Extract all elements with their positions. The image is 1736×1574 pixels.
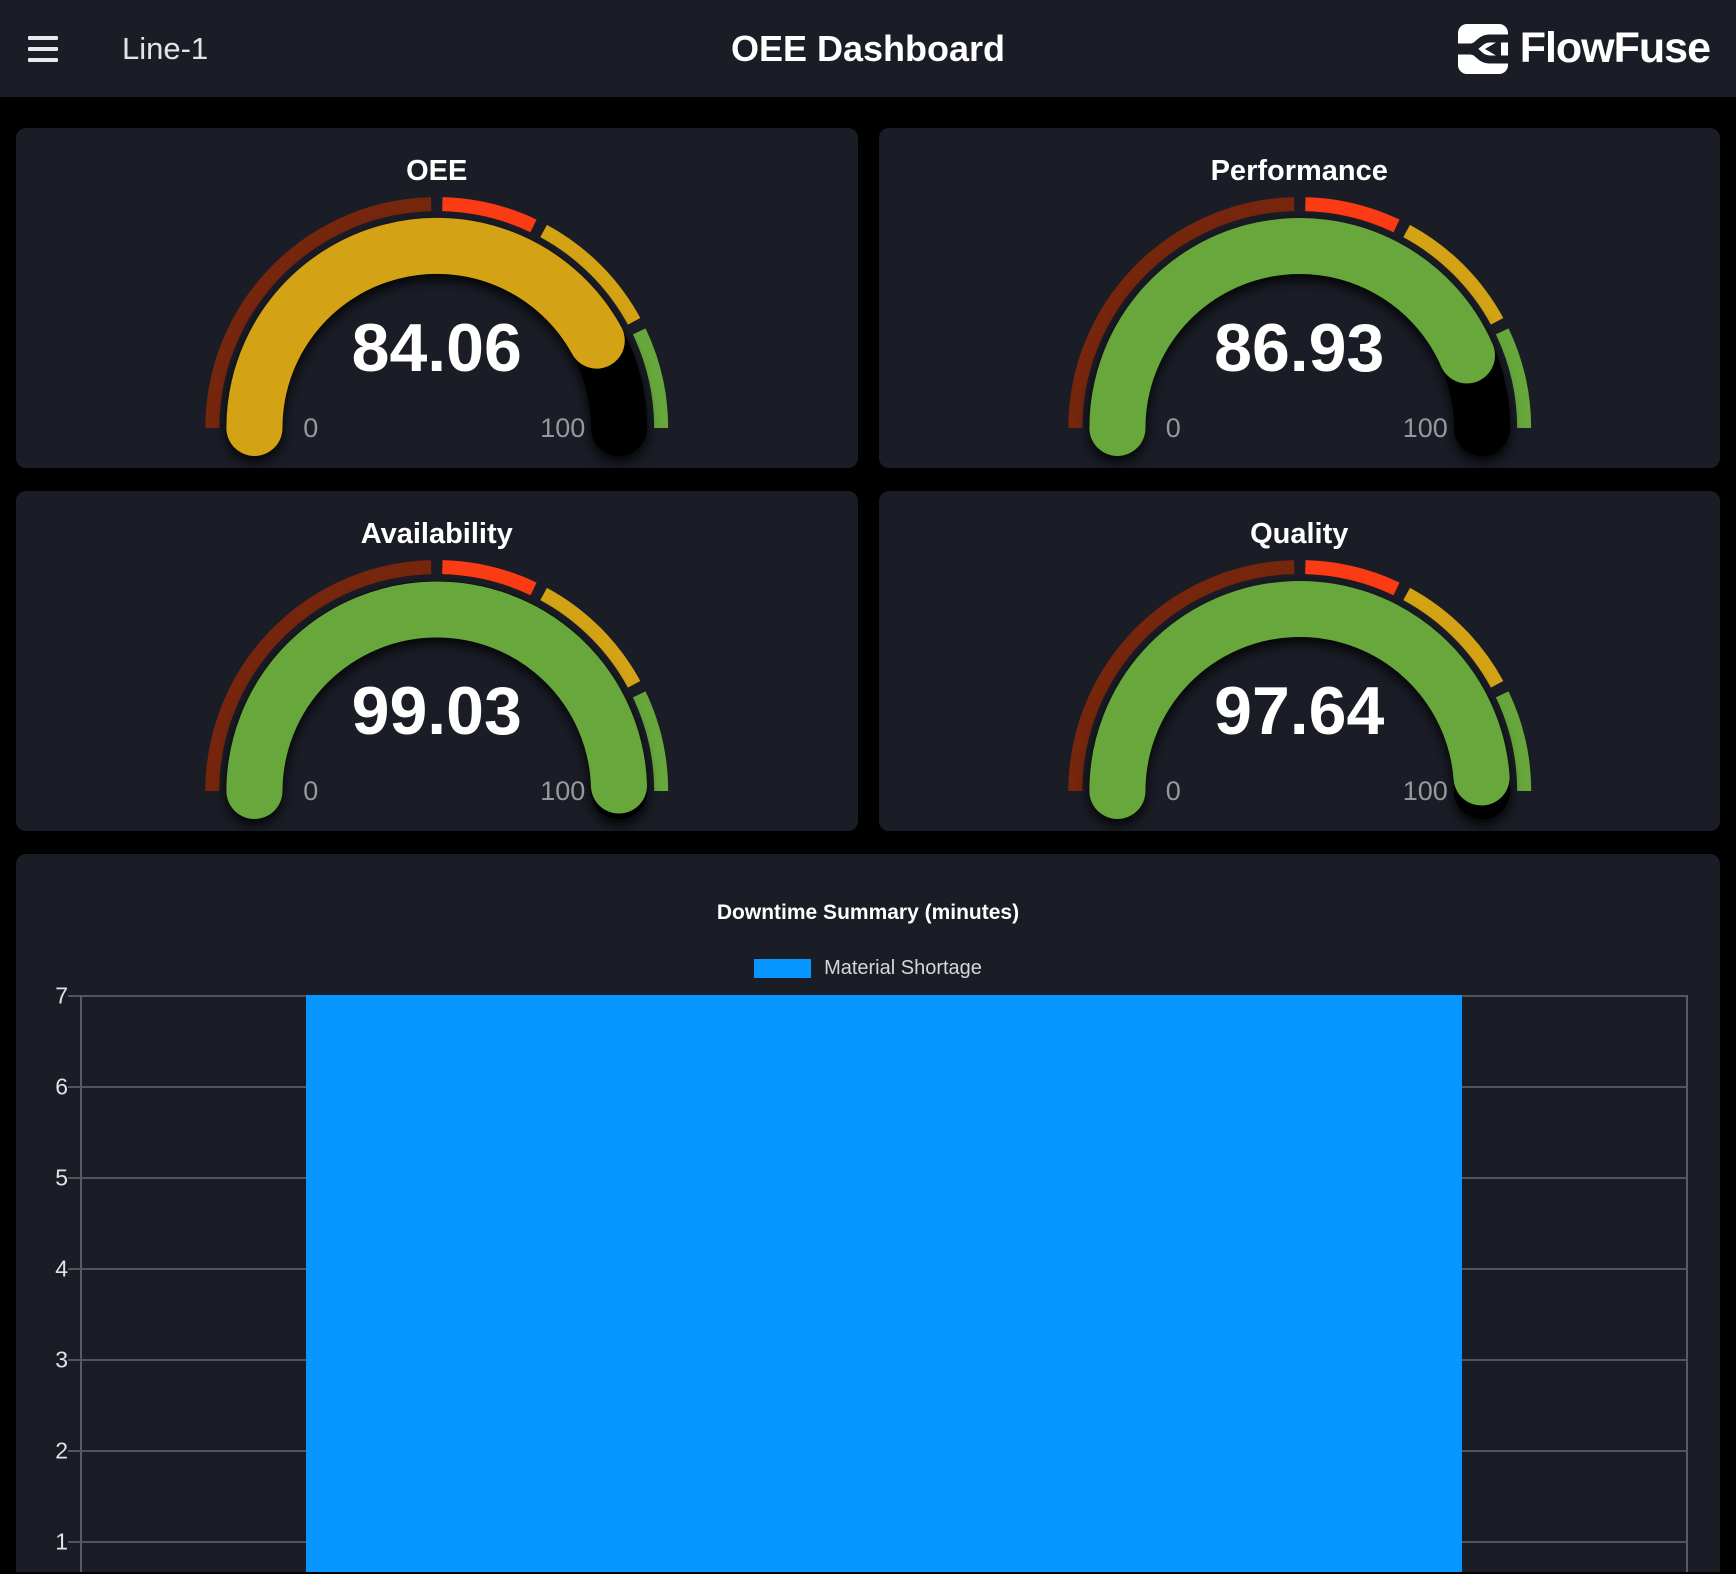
y-tick-mark (68, 1541, 80, 1543)
gauge-ring-segment (442, 197, 537, 233)
y-tick-label: 5 (55, 1164, 68, 1191)
gauge-ring-segment (205, 560, 432, 792)
gauge-ring-segment (1067, 197, 1294, 429)
gauge-max-label: 100 (1402, 413, 1448, 443)
downtime-chart-card: Downtime Summary (minutes) Material Shor… (16, 854, 1720, 1572)
y-tick-mark (68, 1450, 80, 1452)
legend-label-material-shortage: Material Shortage (824, 957, 982, 979)
menu-button[interactable] (26, 32, 64, 66)
flowfuse-brand[interactable]: FlowFuse (1457, 23, 1711, 74)
chart-title: Downtime Summary (minutes) (716, 901, 1020, 924)
plot-right-border (1686, 995, 1688, 1572)
gauge-card-performance: Performance 86.93 0 100 (878, 128, 1720, 468)
gauge-ring-segment (1402, 587, 1503, 688)
y-tick-label: 6 (55, 1073, 68, 1100)
gauge-ring-segment (1304, 197, 1400, 233)
dashboard-content: OEE 84.06 0 100 Performance 86.93 0 100 … (0, 97, 1736, 1572)
gauge-row-2: Availability 99.03 0 100 Quality 97.64 0… (16, 491, 1720, 831)
gauge-value-performance: 86.93 (1214, 310, 1385, 386)
gauge-card-quality: Quality 97.64 0 100 (878, 491, 1720, 831)
gauge-min-label: 0 (1165, 776, 1181, 806)
dashboard-title: OEE Dashboard (730, 27, 1006, 69)
quality-gauge-arc (1067, 560, 1531, 819)
gauge-value-oee: 84.06 (351, 310, 522, 386)
availability-gauge-arc (205, 560, 669, 819)
gauge-value-arc (226, 581, 648, 819)
y-tick-label: 3 (55, 1346, 68, 1373)
legend-swatch-material-shortage (754, 959, 812, 978)
chart-legend-material-shortage[interactable]: Material Shortage (16, 957, 1720, 980)
app-bar: Line-1 OEE Dashboard FlowFuse (0, 0, 1736, 97)
gauge-value-quality: 97.64 (1214, 673, 1385, 749)
gauge-title-oee: OEE (406, 155, 468, 187)
gauge-title-quality: Quality (1250, 518, 1349, 550)
gauge-ring-segment (1495, 691, 1531, 792)
chart-plot-area (81, 995, 1687, 1572)
gauge-ring-segment (1402, 224, 1503, 325)
gauge-row-1: OEE 84.06 0 100 Performance 86.93 0 100 (16, 128, 1720, 468)
performance-gauge-arc (1067, 197, 1531, 456)
gauge-card-availability: Availability 99.03 0 100 (16, 491, 858, 831)
gauge-title-availability: Availability (360, 518, 513, 550)
y-tick-label: 2 (55, 1437, 68, 1464)
gauge-ring-segment (540, 587, 641, 688)
y-tick-label: 7 (55, 982, 68, 1009)
y-tick-mark (68, 995, 80, 997)
y-axis-line (80, 995, 82, 1572)
gauge-value-arc (1088, 217, 1495, 456)
gauge-value-arc (226, 217, 625, 456)
gauge-min-label: 0 (303, 776, 319, 806)
page-name: Line-1 (122, 30, 209, 66)
hamburger-icon (28, 35, 58, 40)
gauge-min-label: 0 (1165, 413, 1181, 443)
y-tick-mark (68, 1086, 80, 1088)
gauge-ring-segment (1067, 560, 1294, 792)
gauge-title-performance: Performance (1210, 155, 1388, 187)
gauge-ring-segment (540, 224, 641, 325)
y-tick-mark (68, 1177, 80, 1179)
gauge-card-oee: OEE 84.06 0 100 (16, 128, 858, 468)
y-tick-mark (68, 1359, 80, 1361)
gauge-value-arc (1088, 581, 1510, 819)
gauge-ring-segment (1304, 560, 1400, 596)
gauge-max-label: 100 (540, 776, 586, 806)
y-tick-mark (68, 1268, 80, 1270)
gauge-ring-segment (442, 560, 537, 596)
gauge-ring-segment (632, 691, 669, 792)
oee-gauge-arc (205, 197, 669, 456)
gauge-max-label: 100 (1402, 776, 1448, 806)
downtime-bar-material-shortage[interactable] (306, 995, 1462, 1572)
flowfuse-logo-icon (1457, 23, 1508, 74)
gauge-min-label: 0 (303, 413, 319, 443)
gauge-max-label: 100 (540, 413, 586, 443)
gauge-value-availability: 99.03 (351, 673, 522, 749)
y-tick-label: 1 (55, 1528, 68, 1555)
gauge-ring-segment (1495, 328, 1531, 429)
gauge-ring-segment (632, 328, 669, 429)
gauge-ring-segment (205, 197, 432, 429)
y-tick-label: 4 (55, 1255, 68, 1282)
flowfuse-brand-name: FlowFuse (1519, 24, 1711, 72)
